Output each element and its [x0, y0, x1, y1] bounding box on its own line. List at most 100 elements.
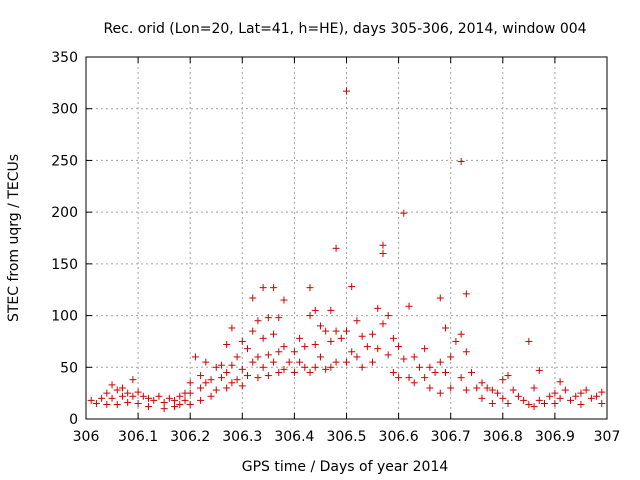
data-point: [379, 320, 387, 328]
data-point: [322, 365, 330, 373]
data-point: [311, 341, 319, 349]
data-point: [535, 366, 543, 374]
data-point: [332, 244, 340, 252]
data-point: [358, 332, 366, 340]
data-point: [275, 348, 283, 356]
x-tick-label: 306.7: [431, 429, 471, 445]
data-point: [332, 358, 340, 366]
data-point: [556, 378, 564, 386]
data-point: [337, 334, 345, 342]
data-point: [306, 312, 314, 320]
data-point: [249, 294, 257, 302]
data-point: [118, 392, 126, 400]
y-tick-labels: 0 50 100 150 200 250 300 350: [51, 50, 78, 428]
data-point: [113, 401, 121, 409]
data-point: [223, 341, 231, 349]
data-point: [468, 368, 476, 376]
data-point: [431, 368, 439, 376]
data-point: [171, 403, 179, 411]
data-point: [379, 250, 387, 258]
data-point: [405, 374, 413, 382]
data-point: [145, 394, 153, 402]
data-point: [405, 302, 413, 310]
x-tick-label: 306.5: [326, 429, 366, 445]
y-tick-label: 200: [51, 205, 78, 221]
data-point: [275, 314, 283, 322]
data-point: [124, 389, 132, 397]
data-point: [457, 157, 465, 165]
data-point: [379, 241, 387, 249]
data-point: [441, 368, 449, 376]
data-point: [134, 388, 142, 396]
data-point: [546, 392, 554, 400]
data-point: [306, 284, 314, 292]
data-point: [233, 353, 241, 361]
data-point: [197, 396, 205, 404]
data-point: [478, 394, 486, 402]
data-point: [290, 368, 298, 376]
data-point: [509, 386, 517, 394]
x-axis-label: GPS time / Days of year 2014: [242, 459, 449, 475]
data-point: [556, 394, 564, 402]
data-point: [363, 343, 371, 351]
data-point: [462, 290, 470, 298]
data-point: [87, 396, 95, 404]
x-tick-label: 306.3: [222, 429, 262, 445]
data-point: [389, 334, 397, 342]
data-point: [108, 394, 116, 402]
data-point: [228, 379, 236, 387]
data-point: [186, 401, 194, 409]
y-tick-label: 250: [51, 153, 78, 169]
data-point: [327, 337, 335, 345]
data-point: [197, 384, 205, 392]
data-point: [223, 368, 231, 376]
data-point: [181, 396, 189, 404]
data-point: [223, 384, 231, 392]
data-point: [587, 394, 595, 402]
data-point: [348, 283, 356, 291]
data-point: [98, 394, 106, 402]
data-point: [369, 358, 377, 366]
data-point: [254, 317, 262, 325]
data-point: [296, 358, 304, 366]
data-point: [238, 382, 246, 390]
data-point: [421, 345, 429, 353]
data-point: [436, 358, 444, 366]
data-point: [160, 398, 168, 406]
y-tick-label: 0: [69, 412, 78, 428]
data-point: [520, 396, 528, 404]
data-point: [129, 392, 137, 400]
x-tick-label: 306: [73, 429, 100, 445]
data-point: [499, 394, 507, 402]
data-point: [499, 376, 507, 384]
data-point: [447, 353, 455, 361]
data-point: [197, 372, 205, 380]
data-point: [400, 355, 408, 363]
data-point: [254, 353, 262, 361]
data-point: [217, 361, 225, 369]
data-point: [212, 363, 220, 371]
data-point: [160, 405, 168, 413]
data-point: [462, 386, 470, 394]
x-tick-label: 307: [594, 429, 621, 445]
data-point: [118, 384, 126, 392]
data-point: [421, 374, 429, 382]
data-point: [249, 358, 257, 366]
data-point: [280, 365, 288, 373]
data-point: [462, 348, 470, 356]
data-point: [228, 361, 236, 369]
data-point: [483, 384, 491, 392]
data-point: [244, 345, 252, 353]
data-point: [488, 386, 496, 394]
data-point: [410, 379, 418, 387]
data-point: [504, 399, 512, 407]
data-point: [426, 384, 434, 392]
data-point: [92, 399, 100, 407]
data-point: [530, 384, 538, 392]
data-point: [415, 363, 423, 371]
data-point: [108, 381, 116, 389]
data-point: [285, 358, 293, 366]
data-point: [176, 401, 184, 409]
y-tick-label: 350: [51, 50, 78, 66]
